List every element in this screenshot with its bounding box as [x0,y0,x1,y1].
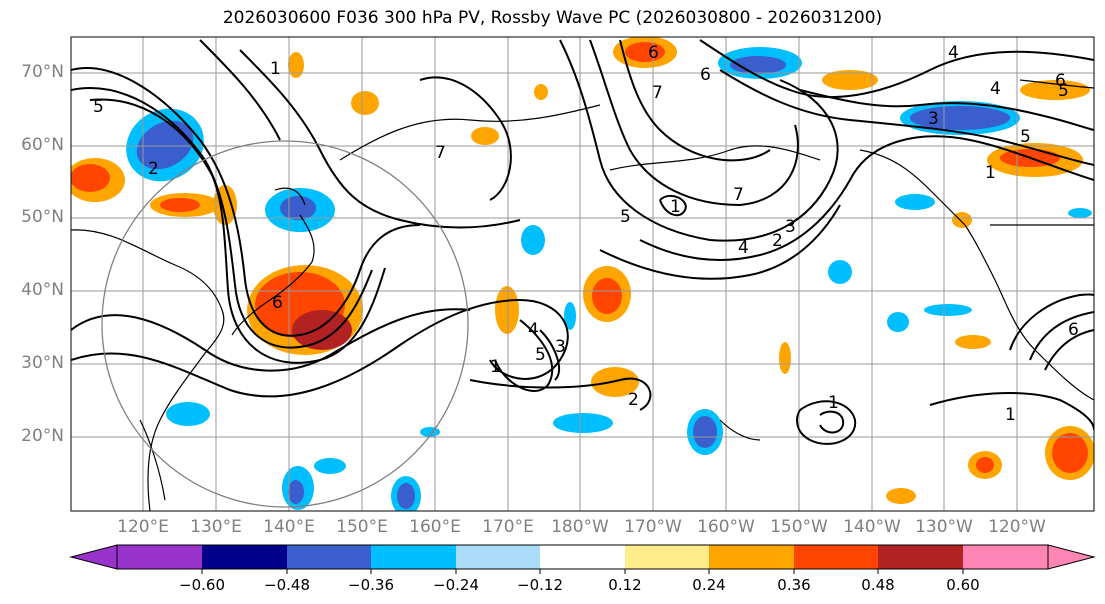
colorbar-extend-high [1047,544,1096,570]
colorbar-tick-label: 0.12 [608,576,642,594]
contour-label: 1 [828,393,839,413]
contour-label: 6 [648,43,659,63]
lat-label: 50°N [21,207,64,227]
lat-label: 30°N [21,353,64,373]
colorbar-segment [963,545,1048,569]
colorbar-tick-label: 0.36 [777,576,811,594]
colorbar-segment [287,545,371,569]
lon-label: 150°E [336,517,388,537]
chart-title: 2026030600 F036 300 hPa PV, Rossby Wave … [222,8,883,28]
colorbar-segment [625,545,709,569]
contour-label: 4 [738,238,749,258]
contour-label: 5 [1020,127,1031,147]
colorbar-segment [456,545,540,569]
contour-label: 6 [272,293,283,313]
lat-label: 70°N [21,62,64,82]
lon-label: 130°E [190,517,242,537]
colorbar-frame [116,544,1049,570]
colorbar-tick-label: −0.12 [517,576,563,594]
contour-label-group: 1 2 3 4 5 6 7 6 5 4 3 2 1 7 4 5 6 1 1 2 … [93,43,1079,425]
colorbar-segment [794,545,878,569]
colorbar-tick-label: −0.24 [433,576,479,594]
lon-label: 120°E [117,517,169,537]
lon-label: 160°E [409,517,461,537]
colorbar-tick-label: 0.48 [861,576,895,594]
contour-label: 6 [700,65,711,85]
colorbar-ticks [201,569,964,574]
colorbar-extend-low [69,544,118,570]
contour-label: 3 [555,337,566,357]
colorbar-segment [878,545,963,569]
contour-label: 4 [948,43,959,63]
colorbar-segment [371,545,456,569]
lon-label: 130°W [915,517,973,537]
anomalies-north-pacific [288,37,1090,177]
great-circle [101,140,469,508]
colorbar-segment [117,545,202,569]
contour-label: 6 [1068,320,1079,340]
contour-label: 4 [990,79,1001,99]
contour-label: 1 [670,197,681,217]
contour-label: 7 [435,143,446,163]
contour-label: 1 [1005,405,1016,425]
colorbar-tick-label: −0.48 [264,576,310,594]
colorbar-tick-label: 0.24 [692,576,726,594]
contour-label: 3 [785,217,796,237]
map-content: 1 2 3 4 5 6 7 6 5 4 3 2 1 7 4 5 6 1 1 2 … [71,37,1094,511]
lat-label: 40°N [21,280,64,300]
anomalies-central-pacific [166,194,1094,511]
contour-label: 5 [1058,81,1069,101]
contour-label: 1 [985,163,996,183]
lon-label: 140°W [843,517,901,537]
colorbar-segment [540,545,625,569]
contour-label: 7 [652,83,663,103]
pv-contours [71,39,1094,445]
contour-label: 3 [928,109,939,129]
lon-label: 180°W [551,517,609,537]
map-frame [70,36,1095,512]
contour-label: 2 [148,159,159,179]
lon-label: 170°W [624,517,682,537]
contour-label: 2 [772,231,783,251]
lon-label: 150°W [770,517,828,537]
colorbar-tick-label: 0.60 [946,576,980,594]
lat-label: 20°N [21,426,64,446]
contour-label: 4 [528,320,539,340]
lon-label: 160°W [697,517,755,537]
contour-label: 1 [270,59,281,79]
contour-label: 5 [620,207,631,227]
lat-label: 60°N [21,135,64,155]
lon-label: 120°W [988,517,1046,537]
contour-label: 5 [93,97,104,117]
contour-label: 7 [733,185,744,205]
coastlines [71,79,1094,511]
colorbar [69,544,1096,574]
colorbar-segment [709,545,794,569]
contour-label: 2 [628,390,639,410]
contour-label: 1 [490,357,501,377]
colorbar-tick-label: −0.36 [348,576,394,594]
contour-label: 5 [535,345,546,365]
lon-label: 140°E [263,517,315,537]
lon-label: 170°E [482,517,534,537]
contour-label: 6 [1055,71,1066,91]
graticule [71,37,1094,511]
colorbar-segment [202,545,287,569]
colorbar-tick-label: −0.60 [179,576,225,594]
